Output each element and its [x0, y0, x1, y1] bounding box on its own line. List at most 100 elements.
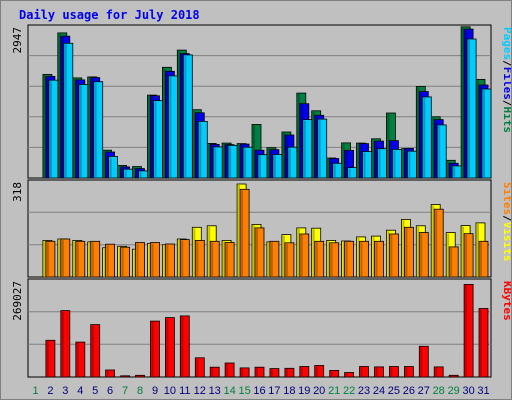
- bar-pages: [197, 121, 208, 179]
- bar-shade: [256, 368, 258, 376]
- panel-kbytes: 269027 KBytes: [11, 278, 511, 378]
- bar-sites: [179, 239, 190, 278]
- bar-shade: [315, 242, 318, 276]
- x-tick-label: 7: [122, 385, 128, 397]
- bar-shade: [405, 228, 408, 276]
- bar-shade: [43, 75, 46, 177]
- bar-kbytes: [284, 367, 295, 378]
- bar-shade: [270, 150, 273, 177]
- bar-shade: [480, 309, 482, 376]
- bar-kbytes: [224, 362, 235, 378]
- bar-kbytes: [299, 366, 310, 378]
- bar-pages: [227, 144, 238, 179]
- bar-shade: [193, 228, 196, 276]
- legend-entry: Files: [501, 67, 511, 100]
- x-tick-label: 15: [238, 385, 250, 397]
- bar-shade: [375, 242, 378, 276]
- bar-kbytes: [105, 369, 115, 378]
- bar-shade: [312, 229, 315, 276]
- bar-kbytes: [359, 366, 369, 378]
- bar-pages: [347, 167, 358, 179]
- bar-shade: [282, 133, 285, 177]
- bar-shade: [226, 364, 229, 376]
- x-tick-label: 14: [223, 385, 235, 397]
- bar-shade: [342, 242, 345, 276]
- bar-pages: [138, 170, 148, 179]
- bar-shade: [211, 242, 214, 276]
- bar-sites: [284, 242, 295, 278]
- bar-kbytes: [374, 366, 384, 378]
- bar-kbytes: [75, 341, 86, 378]
- bar-shade: [402, 149, 405, 177]
- x-tick-label: 3: [62, 385, 68, 397]
- bar-shade: [76, 343, 79, 376]
- panel-visits: 318 Sites/Visits: [11, 179, 511, 278]
- bar-pages: [63, 42, 74, 179]
- bar-shade: [345, 242, 348, 276]
- bar-shade: [387, 114, 390, 177]
- panel-frame: [27, 278, 492, 378]
- bar-shade: [181, 54, 184, 177]
- bar-shade: [465, 30, 468, 177]
- legend-entry: /: [501, 60, 511, 67]
- x-tick-label: 8: [137, 385, 143, 397]
- bar-shade: [196, 358, 199, 376]
- bar-shade: [94, 82, 97, 177]
- bar-shade: [244, 148, 247, 177]
- bar-shade: [393, 150, 396, 177]
- bar-kbytes: [164, 317, 175, 378]
- bar-shade: [405, 149, 408, 177]
- bar-shade: [468, 40, 471, 177]
- bar-pages: [421, 96, 432, 179]
- bar-shade: [91, 242, 94, 276]
- bar-shade: [285, 136, 288, 177]
- bar-shade: [169, 76, 172, 177]
- bar-pages: [451, 165, 462, 179]
- bar-shade: [477, 80, 479, 177]
- bar-shade: [417, 87, 420, 177]
- bar-pages: [332, 162, 343, 179]
- bar-shade: [223, 241, 226, 276]
- bar-shade: [103, 248, 106, 276]
- x-tick-label: 21: [328, 385, 340, 397]
- bar-shade: [88, 77, 91, 177]
- bar-shade: [151, 96, 154, 177]
- bar-shade: [88, 242, 91, 276]
- bar-kbytes: [418, 345, 429, 378]
- bar-shade: [315, 116, 318, 177]
- bar-shade: [124, 170, 127, 177]
- bar-shade: [121, 248, 124, 276]
- bar-kbytes: [344, 372, 355, 378]
- x-tick-label: 22: [343, 385, 355, 397]
- bar-shade: [450, 164, 453, 177]
- bar-shade: [196, 241, 199, 276]
- bar-sites: [105, 243, 115, 278]
- bar-shade: [238, 144, 241, 177]
- bar-shade: [462, 27, 465, 177]
- bar-shade: [312, 111, 315, 177]
- bar-shade: [360, 242, 363, 276]
- bar-shade: [58, 240, 61, 276]
- bar-shade: [405, 367, 408, 376]
- bar-shade: [166, 318, 169, 376]
- bar-shade: [109, 157, 112, 177]
- bar-sites: [254, 227, 265, 278]
- bar-pages: [48, 79, 59, 179]
- bar-shade: [211, 145, 214, 177]
- bar-kbytes: [433, 366, 444, 378]
- x-tick-label: 17: [268, 385, 280, 397]
- bar-pages: [257, 154, 268, 179]
- y-max-label: 318: [11, 182, 24, 202]
- bar-shade: [133, 167, 136, 177]
- bar-shade: [273, 155, 276, 177]
- bar-shade: [270, 369, 273, 376]
- bar-sites: [374, 240, 384, 278]
- bar-shade: [73, 241, 76, 276]
- bar-pages: [167, 75, 178, 179]
- bar-shade: [61, 37, 64, 178]
- bar-shade: [181, 240, 184, 276]
- bar-shade: [462, 226, 465, 276]
- bar-shade: [133, 250, 136, 276]
- x-tick-label: 20: [313, 385, 325, 397]
